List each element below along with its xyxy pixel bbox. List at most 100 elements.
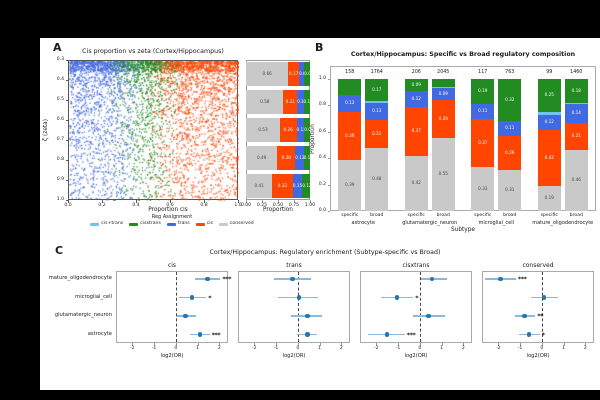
bar-segment-value: 0.10 [297,98,307,104]
forest-point [429,276,434,282]
bar-segment-value: 0.15 [292,182,303,188]
panel-b-x-axis-label: Subtype [451,227,475,233]
bar-segment-cisxtrans: 0.19 [471,79,495,105]
bar-segment-cis+trans [431,86,455,89]
bar-segment-cis: 0.37 [404,106,428,156]
x-tick-mark [170,200,171,203]
bar-segment-value: 0.48 [372,176,382,182]
significance-stars: * [208,293,212,302]
bar-segment-cis: 0.17 [288,62,300,86]
y-tick-mark [65,160,68,161]
bar-count: 158 [345,70,355,75]
composition-plot [330,66,596,211]
x-tick-label: 2 [461,345,465,351]
legend-title: Reg Assignment [151,214,193,220]
facet-box [482,271,594,343]
x-tick-label: broad [436,213,450,218]
x-tick-mark [175,343,177,346]
legend-swatch-icon [129,222,139,227]
x-tick-label: 0.00 [240,202,252,208]
significance-stars: *** [211,330,221,339]
x-tick-label: 0.25 [256,202,268,208]
significance-stars: *** [517,275,527,284]
y-tick-label: 0.3 [56,57,64,62]
bar-segment-value: 0.31 [505,187,515,193]
bar-segment-value: 0.10 [303,98,313,104]
forest-point [305,313,310,319]
bar-segment-cis: 0.26 [498,135,522,171]
facet-x-axis-label: log2(OR) [404,353,428,359]
bar-segment-cisxtrans: 0.12 [302,174,312,198]
category-label-mature_oligodendrocyte: mature_oligodendrocyte [48,275,112,282]
y-tick-mark [65,140,68,141]
x-tick-mark [136,200,137,203]
bar-segment-cis: 0.21 [564,122,588,151]
bar-segment-value: 0.42 [411,180,421,186]
bar-count: 1460 [570,70,583,75]
bar-segment-value: 0.19 [478,88,488,94]
y-tick-mark [327,158,330,159]
x-tick-label: 1 [318,345,322,351]
group-label: mature_oligodendrocyte [532,219,594,226]
panel-c-label: C [55,244,64,257]
y-tick-label: 0.5 [56,97,64,102]
bar-segment-value: 0.13 [295,154,305,160]
y-tick-label: 0.6 [56,117,64,122]
bar-segment-trans: 0.13 [365,102,389,120]
significance-stars: ** [537,312,544,321]
bar-segment-conserved: 0.33 [471,167,495,211]
bar-segment-cisxtrans: 0.25 [537,79,561,112]
legend-swatch-icon [166,222,176,227]
facet-box [360,271,472,343]
forest-point [498,276,503,282]
bar-segment-value: 0.13 [345,100,355,106]
bar-segment-conserved: 0.53 [246,118,280,142]
bar-segment-conserved: 0.31 [498,170,522,211]
category-label-astrocyte: astrocyte [87,330,112,337]
bar-segment-cisxtrans [338,79,362,95]
y-tick-label: 0.2 [318,181,326,187]
facet-box [238,271,350,343]
bar-segment-value: 0.18 [571,87,581,93]
x-tick-mark [520,343,521,346]
x-tick-label: -2 [130,345,135,351]
x-tick-mark [102,200,103,203]
bar-segment-trans: 0.11 [471,104,495,119]
y-tick-mark [65,60,68,61]
bar-segment-value: 0.11 [505,125,515,131]
bar-segment-cis: 0.42 [537,130,561,186]
y-tick-mark [65,180,68,181]
bar-count: 2045 [437,70,450,75]
dashed-zero-line [419,272,421,342]
y-tick-label: 0.8 [56,157,64,162]
bar-segment-cisxtrans: 0.09 [304,62,314,86]
bar-segment-trans: 0.13 [338,94,362,112]
legend-item-cisxtrans: cisxtrans [129,221,161,227]
bar-segment-value: 0.28 [281,154,291,160]
x-tick-mark [441,343,443,346]
y-tick-label: 0.4 [56,77,64,82]
y-tick-label: 1.0 [56,197,64,202]
forest-point [541,295,547,300]
bar-segment-trans: 0.10 [297,90,307,114]
panel-c-title: Cortex/Hippocampus: Regulatory enrichmen… [209,249,441,256]
x-tick-mark [319,343,321,346]
bar-segment-value: 0.12 [411,95,421,101]
bar-segment-cisxtrans: 0.32 [498,79,522,122]
bar-count: 206 [411,70,421,75]
x-tick-mark [341,343,342,346]
y-tick-mark [65,200,68,201]
legend-item-cis+trans: cis+trans [90,221,123,227]
legend-swatch-icon [90,222,100,227]
facet-x-axis-label: log2(OR) [282,353,306,359]
forest-point [189,295,195,300]
group-label: glutamatergic_neuron [402,219,458,226]
x-tick-label: 0 [296,345,300,351]
x-tick-mark [154,343,155,346]
category-label-microglial_cell: microglial_cell [75,293,112,300]
bar-count: 763 [505,70,515,75]
bar-segment-value: 0.66 [262,70,272,76]
bar-segment-value: 0.26 [505,149,515,155]
bar-segment-cisxtrans: 0.17 [365,79,389,102]
